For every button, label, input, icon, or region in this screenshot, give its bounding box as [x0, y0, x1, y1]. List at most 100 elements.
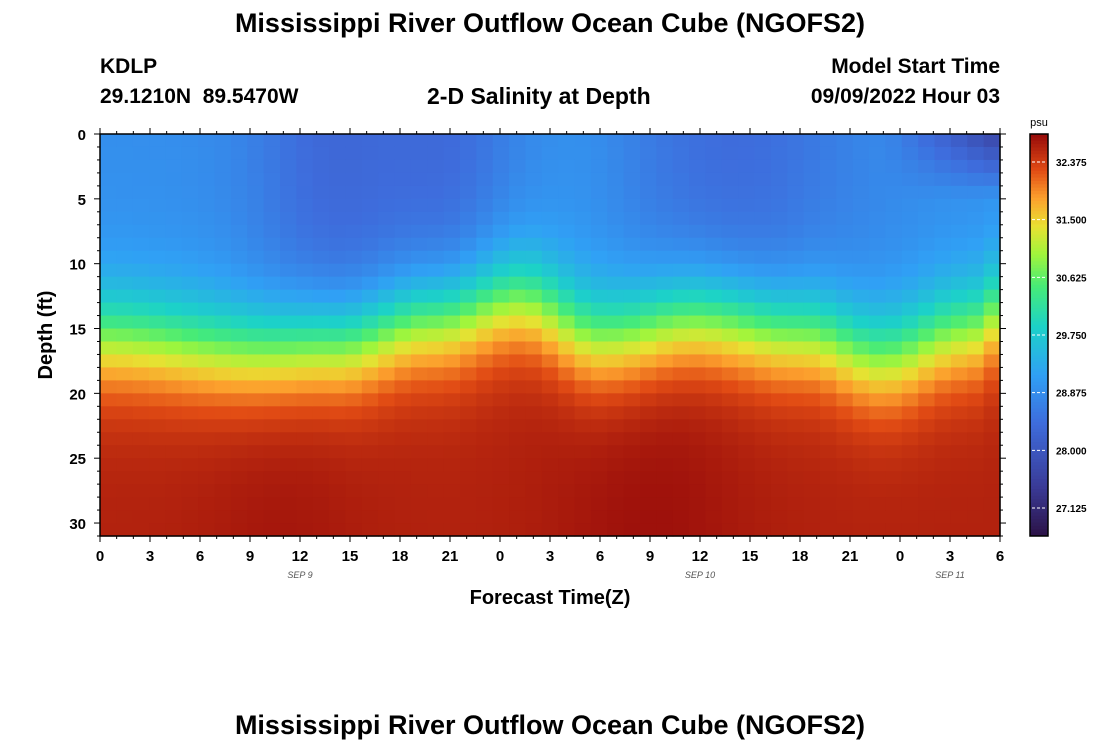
- heatmap-cell: [181, 302, 199, 317]
- heatmap-cell: [918, 328, 936, 343]
- colorbar-segment: [1030, 170, 1048, 175]
- heatmap-cell: [672, 419, 690, 433]
- heatmap-cell: [100, 328, 117, 343]
- heatmap-cell: [247, 237, 265, 252]
- heatmap-cell: [280, 276, 297, 291]
- heatmap-cell: [280, 185, 297, 200]
- heatmap-cell: [296, 185, 314, 200]
- heatmap-cell: [181, 198, 199, 213]
- heatmap-cell: [525, 341, 543, 356]
- heatmap-cell: [656, 198, 674, 213]
- colorbar-segment: [1030, 187, 1048, 192]
- heatmap-cell: [525, 380, 543, 394]
- x-tick-label: 3: [946, 548, 954, 565]
- heatmap-cell: [607, 510, 625, 524]
- heatmap-cell: [509, 276, 527, 291]
- heatmap-cell: [361, 211, 379, 226]
- colorbar-segment: [1030, 492, 1048, 497]
- heatmap-cell: [656, 263, 674, 278]
- heatmap-cell: [345, 211, 363, 226]
- heatmap-cell: [410, 432, 428, 446]
- heatmap-cell: [820, 172, 837, 187]
- heatmap-cell: [672, 471, 690, 485]
- heatmap-cell: [509, 237, 527, 252]
- heatmap-cell: [149, 276, 167, 291]
- heatmap-cell: [410, 393, 428, 407]
- heatmap-cell: [181, 328, 199, 343]
- heatmap-cell: [100, 523, 117, 537]
- heatmap-cell: [492, 406, 510, 420]
- colorbar-segment: [1030, 227, 1048, 232]
- heatmap-cell: [836, 458, 854, 472]
- heatmap-cell: [803, 445, 821, 459]
- heatmap-cell: [918, 263, 936, 278]
- heatmap-cell: [820, 159, 837, 174]
- heatmap-cell: [410, 302, 428, 317]
- heatmap-cell: [116, 406, 134, 420]
- heatmap-cell: [100, 146, 117, 161]
- heatmap-cell: [460, 224, 477, 239]
- heatmap-cell: [116, 510, 134, 524]
- heatmap-cell: [476, 354, 494, 369]
- heatmap-cell: [361, 302, 379, 317]
- heatmap-cell: [476, 510, 494, 524]
- colorbar-segment: [1030, 489, 1048, 493]
- heatmap-cell: [705, 185, 723, 200]
- heatmap-cell: [263, 237, 281, 252]
- heatmap-cell: [820, 224, 837, 239]
- heatmap-cell: [132, 315, 150, 330]
- heatmap-cell: [247, 315, 265, 330]
- colorbar-segment: [1030, 271, 1048, 276]
- heatmap-cell: [214, 354, 232, 369]
- heatmap-cell: [869, 445, 887, 459]
- heatmap-cell: [443, 523, 461, 537]
- heatmap-cell: [100, 354, 117, 369]
- heatmap-cell: [852, 510, 870, 524]
- heatmap-cell: [869, 432, 887, 446]
- colorbar-segment: [1030, 204, 1048, 209]
- heatmap-cell: [738, 172, 756, 187]
- heatmap-cell: [918, 159, 936, 174]
- heatmap-cell: [132, 198, 150, 213]
- heatmap-cell: [476, 185, 494, 200]
- heatmap-cell: [950, 367, 968, 381]
- heatmap-cell: [116, 159, 134, 174]
- heatmap-cell: [525, 445, 543, 459]
- heatmap-cell: [345, 458, 363, 472]
- heatmap-cell: [345, 484, 363, 498]
- heatmap-cell: [852, 406, 870, 420]
- heatmap-cell: [770, 484, 788, 498]
- heatmap-cell: [263, 432, 281, 446]
- heatmap-cell: [181, 419, 199, 433]
- heatmap-cell: [509, 367, 527, 381]
- heatmap-cell: [460, 185, 477, 200]
- x-tick-label: 3: [146, 548, 154, 565]
- heatmap-cell: [149, 497, 167, 511]
- heatmap-cell: [623, 458, 641, 472]
- colorbar-segment: [1030, 388, 1048, 393]
- heatmap-cell: [165, 393, 183, 407]
- heatmap-cell: [329, 458, 347, 472]
- heatmap-cell: [116, 315, 134, 330]
- heatmap-cell: [198, 484, 216, 498]
- colorbar-segment: [1030, 335, 1048, 339]
- colorbar-segment: [1030, 428, 1048, 433]
- heatmap-cell: [820, 250, 837, 265]
- heatmap-cell: [132, 159, 150, 174]
- heatmap-cell: [918, 419, 936, 433]
- heatmap-cell: [787, 328, 805, 343]
- heatmap-cell: [329, 289, 347, 304]
- heatmap-cell: [181, 432, 199, 446]
- heatmap-cell: [590, 172, 608, 187]
- heatmap-cell: [738, 367, 756, 381]
- heatmap-cell: [590, 419, 608, 433]
- heatmap-cell: [443, 211, 461, 226]
- heatmap-cell: [574, 250, 592, 265]
- heatmap-cell: [443, 406, 461, 420]
- heatmap-cell: [345, 159, 363, 174]
- heatmap-cell: [590, 134, 608, 148]
- heatmap-cell: [492, 237, 510, 252]
- heatmap-cell: [558, 380, 576, 394]
- heatmap-cell: [689, 146, 707, 161]
- heatmap-cell: [607, 224, 625, 239]
